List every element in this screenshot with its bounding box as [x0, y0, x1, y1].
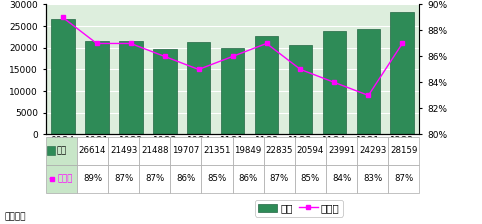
Text: 89%: 89%: [83, 174, 102, 183]
Text: 23991: 23991: [328, 146, 355, 155]
Text: 19849: 19849: [235, 146, 262, 155]
Bar: [388, 165, 419, 193]
Text: 84%: 84%: [332, 174, 351, 183]
Text: 87%: 87%: [114, 174, 133, 183]
Text: 21493: 21493: [110, 146, 137, 155]
Text: 86%: 86%: [176, 174, 196, 183]
Bar: [201, 165, 232, 193]
Text: 26614: 26614: [79, 146, 106, 155]
Bar: [108, 137, 139, 165]
Bar: [77, 165, 108, 193]
Bar: [46, 165, 77, 193]
Legend: 毛利, 毛利率: 毛利, 毛利率: [255, 200, 343, 217]
Text: 21351: 21351: [203, 146, 231, 155]
Text: 87%: 87%: [394, 174, 414, 183]
Bar: [77, 137, 108, 165]
Bar: [264, 137, 295, 165]
Bar: [85, 41, 108, 134]
Bar: [295, 137, 326, 165]
Bar: [170, 165, 201, 193]
Bar: [295, 165, 326, 193]
Bar: [264, 165, 295, 193]
Text: （万元）: （万元）: [5, 213, 27, 222]
Text: 87%: 87%: [269, 174, 289, 183]
Bar: [326, 165, 357, 193]
Bar: [289, 45, 312, 134]
Bar: [139, 165, 170, 193]
Bar: [357, 137, 388, 165]
Bar: [254, 36, 279, 134]
Bar: [187, 42, 211, 134]
Text: 85%: 85%: [207, 174, 227, 183]
Bar: [46, 137, 77, 165]
Bar: [232, 137, 264, 165]
Bar: [326, 137, 357, 165]
Text: 83%: 83%: [363, 174, 382, 183]
Bar: [357, 165, 388, 193]
Text: 20594: 20594: [297, 146, 324, 155]
Bar: [232, 165, 264, 193]
Bar: [153, 49, 176, 134]
Text: 19707: 19707: [172, 146, 200, 155]
Text: 28159: 28159: [390, 146, 417, 155]
Bar: [388, 137, 419, 165]
Text: 毛利: 毛利: [57, 146, 67, 155]
Text: 87%: 87%: [145, 174, 164, 183]
Bar: [119, 41, 143, 134]
Text: 86%: 86%: [239, 174, 258, 183]
Bar: [201, 137, 232, 165]
Bar: [139, 137, 170, 165]
Bar: [390, 13, 414, 134]
Bar: [108, 165, 139, 193]
Bar: [322, 30, 347, 134]
Text: 毛利率: 毛利率: [58, 174, 73, 183]
Text: 22835: 22835: [266, 146, 293, 155]
Bar: [47, 146, 55, 155]
Text: 21488: 21488: [141, 146, 169, 155]
Text: 85%: 85%: [301, 174, 320, 183]
Bar: [170, 137, 201, 165]
Text: 24293: 24293: [359, 146, 387, 155]
Bar: [221, 48, 244, 134]
Bar: [357, 29, 380, 134]
Bar: [51, 19, 75, 134]
